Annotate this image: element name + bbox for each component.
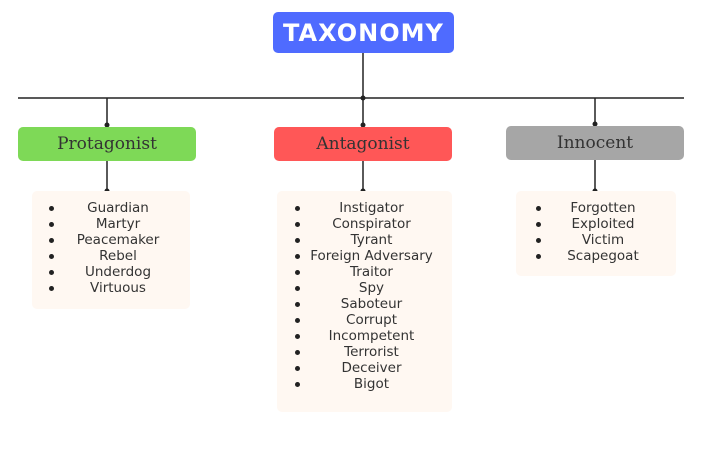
list-item-label: Corrupt — [346, 312, 397, 328]
bullet-icon — [295, 254, 300, 259]
list-item: Traitor — [277, 264, 452, 280]
list-item-label: Guardian — [87, 200, 149, 216]
list-item: Terrorist — [277, 344, 452, 360]
bullet-icon — [295, 350, 300, 355]
list-item-label: Traitor — [350, 264, 393, 280]
list-item-label: Conspirator — [332, 216, 411, 232]
list-item-label: Spy — [358, 280, 385, 296]
category-innocent: Innocent — [506, 126, 684, 160]
list-item-label: Deceiver — [341, 360, 402, 376]
bullet-icon — [295, 382, 300, 387]
bullet-icon — [49, 270, 54, 275]
list-item-label: Victim — [581, 232, 625, 248]
list-item: Martyr — [32, 216, 190, 232]
list-item: Underdog — [32, 264, 190, 280]
bullet-icon — [295, 206, 300, 211]
innocent-list: Forgotten Exploited Victim Scapegoat — [516, 200, 676, 264]
list-item-label: Exploited — [571, 216, 635, 232]
protagonist-node — [104, 122, 110, 128]
list-item-label: Scapegoat — [567, 248, 639, 264]
list-item: Foreign Adversary — [277, 248, 452, 264]
bullet-icon — [536, 206, 541, 211]
list-item: Rebel — [32, 248, 190, 264]
list-item-label: Foreign Adversary — [310, 248, 433, 264]
bullet-icon — [295, 270, 300, 275]
innocent-list-card: Forgotten Exploited Victim Scapegoat — [516, 191, 676, 276]
list-item: Saboteur — [277, 296, 452, 312]
list-item: Virtuous — [32, 280, 190, 296]
list-item-label: Rebel — [99, 248, 137, 264]
list-item: Bigot — [277, 376, 452, 392]
list-item: Guardian — [32, 200, 190, 216]
list-item: Corrupt — [277, 312, 452, 328]
list-item: Exploited — [516, 216, 676, 232]
bullet-icon — [295, 334, 300, 339]
bullet-icon — [49, 286, 54, 291]
bullet-icon — [295, 222, 300, 227]
list-item: Victim — [516, 232, 676, 248]
list-item: Incompetent — [277, 328, 452, 344]
bullet-icon — [295, 366, 300, 371]
antagonist-list: Instigator Conspirator Tyrant Foreign Adver… — [277, 200, 452, 392]
bullet-icon — [295, 318, 300, 323]
list-item-label: Saboteur — [340, 296, 403, 312]
list-item-label: Underdog — [84, 264, 152, 280]
list-item: Forgotten — [516, 200, 676, 216]
bullet-icon — [536, 238, 541, 243]
taxonomy-title: TAXONOMY — [273, 12, 454, 53]
bullet-icon — [536, 222, 541, 227]
list-item: Spy — [277, 280, 452, 296]
list-item-label: Instigator — [339, 200, 404, 216]
list-item-label: Virtuous — [90, 280, 146, 296]
antagonist-list-card: Instigator Conspirator Tyrant Foreign Adver… — [277, 191, 452, 412]
list-item-label: Peacemaker — [76, 232, 160, 248]
bullet-icon — [295, 286, 300, 291]
list-item-label: Terrorist — [344, 344, 399, 360]
bullet-icon — [49, 238, 54, 243]
list-item: Conspirator — [277, 216, 452, 232]
list-item-label: Forgotten — [570, 200, 636, 216]
bullet-icon — [49, 254, 54, 259]
protagonist-list-card: Guardian Martyr Peacemaker Rebel Underdog Vir… — [32, 191, 190, 309]
antagonist-node — [360, 122, 366, 128]
list-item-label: Tyrant — [350, 232, 393, 248]
bullet-icon — [295, 238, 300, 243]
list-item-label: Bigot — [353, 376, 390, 392]
protagonist-list: Guardian Martyr Peacemaker Rebel Underdog Vir… — [32, 200, 190, 296]
category-protagonist: Protagonist — [18, 127, 196, 161]
list-item: Peacemaker — [32, 232, 190, 248]
innocent-node — [592, 121, 598, 127]
list-item: Scapegoat — [516, 248, 676, 264]
bullet-icon — [49, 206, 54, 211]
list-item: Instigator — [277, 200, 452, 216]
bullet-icon — [49, 222, 54, 227]
list-item-label: Incompetent — [328, 328, 415, 344]
bullet-icon — [295, 302, 300, 307]
category-antagonist: Antagonist — [274, 127, 452, 161]
bullet-icon — [536, 254, 541, 259]
list-item-label: Martyr — [95, 216, 141, 232]
list-item: Tyrant — [277, 232, 452, 248]
list-item: Deceiver — [277, 360, 452, 376]
